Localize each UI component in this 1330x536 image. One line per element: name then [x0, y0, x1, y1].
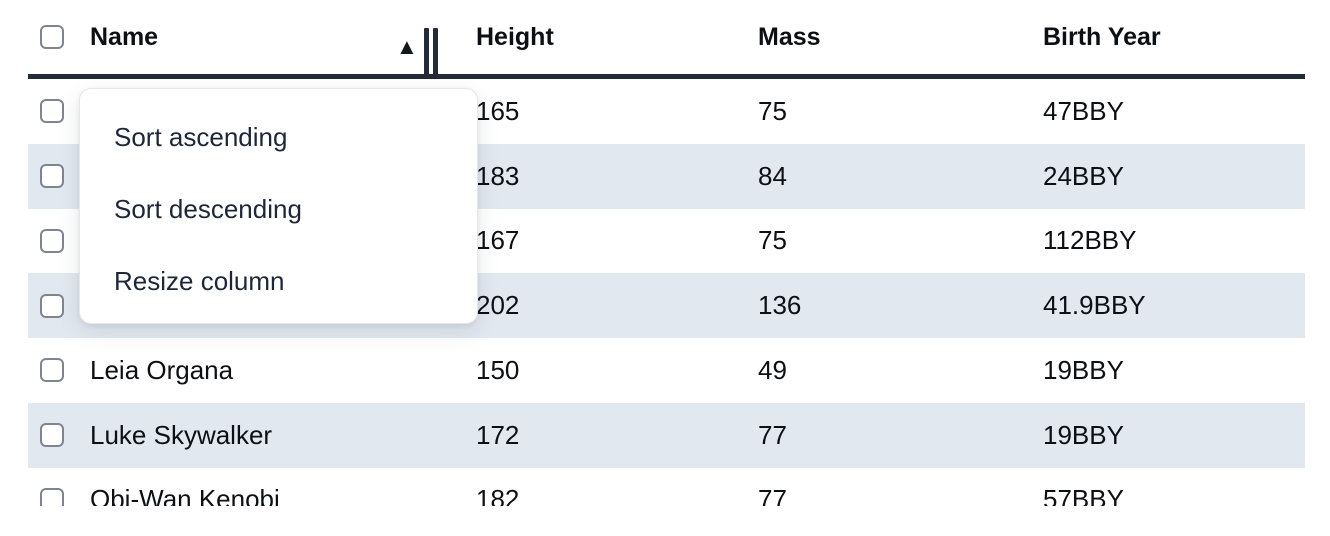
cell-height: 150 — [476, 354, 520, 385]
column-context-menu: Sort ascending Sort descending Resize co… — [79, 88, 478, 324]
cell-birth-year: 41.9BBY — [1043, 290, 1146, 321]
cell-height: 183 — [476, 160, 520, 191]
menu-item-sort-ascending[interactable]: Sort ascending — [114, 121, 288, 152]
cell-birth-year: 19BBY — [1043, 419, 1124, 450]
row-checkbox[interactable] — [40, 99, 64, 124]
column-header-label-name: Name — [90, 22, 159, 51]
menu-item-resize-column[interactable]: Resize column — [114, 265, 285, 296]
table-row[interactable]: Luke Skywalker 172 77 19BBY — [28, 402, 1305, 468]
cell-mass: 75 — [758, 225, 787, 256]
row-checkbox[interactable] — [40, 487, 64, 506]
menu-item-sort-descending[interactable]: Sort descending — [114, 193, 302, 224]
row-checkbox[interactable] — [40, 423, 64, 448]
table-row[interactable]: Leia Organa 150 49 19BBY — [28, 338, 1305, 403]
cell-name — [28, 273, 460, 338]
sort-ascending-icon: ▲ — [396, 34, 418, 59]
table-row[interactable]: 165 75 47BBY — [28, 79, 1305, 144]
cell-height: 182 — [476, 484, 520, 506]
cell-height: 165 — [476, 95, 520, 126]
name-value: Leia Organa — [90, 354, 234, 385]
cell-height: 202 — [476, 290, 520, 321]
select-all-checkbox[interactable] — [40, 25, 64, 49]
column-header-label-height: Height — [476, 22, 554, 51]
table-header-row: Name Height Mass Birth Year ▲ — [28, 0, 1305, 79]
cell-name: Obi-Wan Kenobi — [28, 468, 460, 506]
cell-birth-year: 112BBY — [1043, 225, 1137, 256]
table-body: 165 75 47BBY 183 84 24BBY 167 75 112BBY 202 136 41.… — [28, 79, 1305, 506]
cell-birth-year: 24BBY — [1043, 160, 1124, 191]
header-cell-birth-year[interactable]: Birth Year — [1027, 0, 1305, 74]
resize-bar-icon — [433, 28, 438, 75]
header-cell-mass[interactable]: Mass — [742, 0, 1027, 74]
cell-name: Luke Skywalker — [28, 403, 460, 468]
cell-birth-year: 57BBY — [1043, 484, 1124, 506]
column-header-label-birth-year: Birth Year — [1043, 22, 1161, 51]
cell-birth-year: 47BBY — [1043, 95, 1124, 126]
cell-mass: 77 — [758, 484, 787, 506]
row-checkbox[interactable] — [40, 228, 64, 253]
column-header-label-mass: Mass — [758, 22, 821, 51]
cell-name: Leia Organa — [28, 338, 460, 403]
row-checkbox[interactable] — [40, 164, 64, 189]
header-cell-name[interactable]: Name — [28, 0, 460, 74]
row-checkbox[interactable] — [40, 358, 64, 383]
cell-height: 167 — [476, 225, 520, 256]
header-cell-height[interactable]: Height — [460, 0, 742, 74]
name-value: Obi-Wan Kenobi — [90, 484, 280, 506]
cell-birth-year: 19BBY — [1043, 354, 1124, 385]
table-row[interactable]: 167 75 112BBY — [28, 209, 1305, 274]
cell-mass: 77 — [758, 419, 787, 450]
cell-mass: 75 — [758, 95, 787, 126]
resize-bar-icon — [424, 28, 429, 75]
cell-name — [28, 79, 460, 144]
cell-mass: 84 — [758, 160, 787, 191]
cell-mass: 136 — [758, 290, 802, 321]
cell-name — [28, 209, 460, 274]
cell-height: 172 — [476, 419, 520, 450]
row-checkbox[interactable] — [40, 293, 64, 318]
column-resize-handle[interactable] — [424, 28, 438, 75]
cell-name — [28, 144, 460, 209]
name-value: Luke Skywalker — [90, 419, 273, 450]
cell-mass: 49 — [758, 354, 787, 385]
table-row[interactable]: Obi-Wan Kenobi 182 77 57BBY — [28, 468, 1305, 506]
